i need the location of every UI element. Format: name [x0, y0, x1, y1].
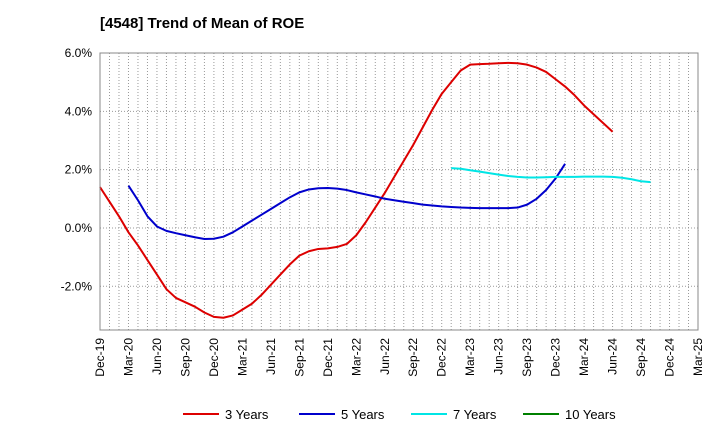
x-tick-label: Jun-22 — [378, 338, 392, 375]
x-tick-label: Mar-20 — [121, 338, 135, 376]
x-tick-label: Sep-22 — [406, 338, 420, 377]
y-tick-label: 4.0% — [65, 104, 93, 118]
x-tick-label: Jun-23 — [492, 338, 506, 375]
legend-label: 3 Years — [225, 407, 269, 422]
chart-title: [4548] Trend of Mean of ROE — [100, 15, 304, 32]
plot-area — [100, 53, 698, 330]
legend-item-3-years: 3 Years — [183, 407, 269, 422]
y-tick-label: 2.0% — [65, 163, 93, 177]
series-line-7-years — [451, 167, 651, 184]
legend-label: 7 Years — [453, 407, 497, 422]
x-tick-label: Dec-19 — [93, 338, 107, 377]
x-axis: Dec-19 Mar-20 Jun-20 Sep-20 Dec-20 Mar-21 Jun-… — [93, 338, 705, 377]
series-line-3-years — [99, 61, 614, 319]
x-tick-label: Jun-24 — [606, 338, 620, 375]
y-axis: -2.0% 0.0% 2.0% 4.0% 6.0% — [61, 46, 93, 293]
legend-item-5-years: 5 Years — [299, 407, 385, 422]
x-tick-label: Dec-23 — [549, 338, 563, 377]
series-line-5-years — [127, 163, 566, 241]
x-tick-label: Mar-23 — [463, 338, 477, 376]
x-tick-label: Jun-20 — [150, 338, 164, 375]
x-tick-label: Sep-23 — [520, 338, 534, 377]
legend-label: 10 Years — [565, 407, 616, 422]
x-tick-label: Dec-21 — [321, 338, 335, 377]
x-tick-label: Mar-24 — [577, 338, 591, 376]
y-tick-label: -2.0% — [61, 279, 93, 293]
x-tick-label: Sep-24 — [634, 338, 648, 377]
grid — [100, 52, 698, 330]
legend: 3 Years 5 Years 7 Years 10 Years — [183, 407, 616, 422]
x-tick-label: Mar-21 — [235, 338, 249, 376]
x-tick-label: Mar-22 — [349, 338, 363, 376]
legend-item-10-years: 10 Years — [523, 407, 616, 422]
x-tick-label: Dec-20 — [207, 338, 221, 377]
x-tick-label: Dec-22 — [435, 338, 449, 377]
legend-label: 5 Years — [341, 407, 385, 422]
legend-item-7-years: 7 Years — [411, 407, 497, 422]
plot-border — [99, 52, 699, 331]
x-tick-label: Mar-25 — [691, 338, 705, 376]
series-lines — [99, 61, 651, 319]
x-tick-label: Jun-21 — [264, 338, 278, 375]
x-tick-label: Sep-21 — [292, 338, 306, 377]
x-tick-label: Sep-20 — [178, 338, 192, 377]
x-tick-label: Dec-24 — [663, 338, 677, 377]
y-tick-label: 0.0% — [65, 221, 93, 235]
y-tick-label: 6.0% — [65, 46, 93, 60]
